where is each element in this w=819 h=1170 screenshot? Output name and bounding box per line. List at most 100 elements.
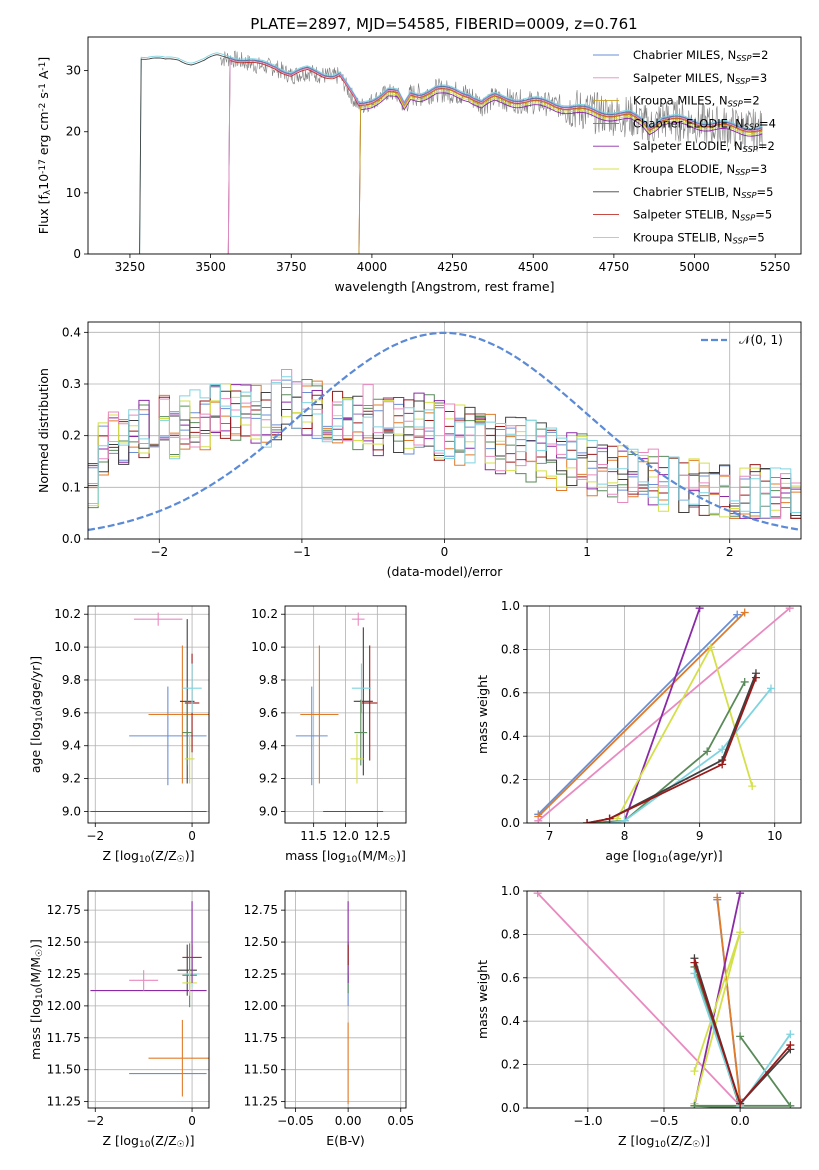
model-spectrum — [88, 90, 763, 254]
x-tick-label: 3500 — [195, 260, 226, 274]
axes-frame — [284, 890, 407, 1109]
data-point — [703, 747, 712, 756]
data-point — [740, 608, 749, 617]
panel-massweight-vs-Z: −1.0 −0.5 0.0 0.0 0.2 0.4 0.6 0.8 1.0 Z [log10(Z/… — [475, 884, 802, 1150]
plot-area — [90, 612, 209, 813]
data-point — [718, 760, 727, 769]
data-point — [713, 893, 722, 902]
legend-label: Salpeter ELODIE, NSSP=2 — [633, 139, 775, 154]
y-tick-label: 9.6 — [62, 706, 81, 720]
x-tick-label: 10 — [767, 829, 782, 843]
data-point — [736, 1032, 745, 1041]
y-tick-label: 0.0 — [501, 1101, 520, 1115]
y-tick-label: 12.00 — [47, 999, 81, 1013]
legend-label: Salpeter STELIB, NSSP=5 — [633, 208, 772, 223]
y-tick-label: 0.2 — [501, 773, 520, 787]
data-point — [690, 1067, 699, 1076]
x-tick-label: 12.0 — [332, 829, 359, 843]
plot-area — [534, 606, 794, 823]
y-tick-label: 10 — [66, 186, 81, 200]
figure-title: PLATE=2897, MJD=54585, FIBERID=0009, z=0… — [250, 15, 637, 33]
x-axis-label: age [log10(age/yr)] — [605, 848, 722, 865]
y-tick-label: 12.75 — [47, 903, 81, 917]
y-tick-label: 9.2 — [62, 772, 81, 786]
data-point — [733, 610, 742, 619]
x-tick-label: 1 — [583, 545, 591, 559]
legend-label: Salpeter MILES, NSSP=3 — [633, 71, 767, 86]
y-tick-label: 9.0 — [62, 804, 81, 818]
model-spectrum — [88, 54, 763, 254]
y-tick-label: 11.25 — [244, 1095, 278, 1109]
data-point — [706, 643, 715, 652]
y-tick-label: 9.6 — [259, 706, 278, 720]
y-tick-label: 10.2 — [251, 607, 278, 621]
data-point — [736, 928, 745, 937]
y-axis-label: mass weight — [475, 675, 490, 754]
x-tick-label: 9 — [696, 829, 704, 843]
panel-mass-vs-Z: −2 0 11.25 11.50 11.75 12.00 12.25 12.50 12.75 Z … — [28, 890, 210, 1150]
plot-area — [295, 612, 384, 813]
x-axis-label: Z [log10(Z/Z☉)] — [618, 1133, 710, 1150]
data-point — [740, 677, 749, 686]
y-tick-label: 9.8 — [259, 673, 278, 687]
x-axis-label: Z [log10(Z/Z☉)] — [103, 848, 195, 865]
panel-age-vs-mass: 11.5 12.0 12.5 9.0 9.2 9.4 9.6 9.8 10.0 10.2 mass … — [251, 605, 407, 865]
data-point — [695, 606, 704, 613]
panel-spectrum: 3250 3500 3750 4000 4250 4500 4750 5000 5250 0 10 2… — [36, 36, 802, 294]
y-axis-label: Flux [fλ10-17 erg cm-2 s-1 A-1] — [36, 57, 53, 235]
model-spectrum — [88, 92, 763, 254]
axes-frame — [87, 321, 802, 540]
data-point — [786, 1041, 795, 1050]
x-tick-label: −2 — [150, 545, 168, 559]
residual-histogram — [88, 376, 801, 519]
y-axis-label: age [log10(age/yr)] — [28, 656, 45, 773]
legend-label: Chabrier MILES, NSSP=2 — [633, 48, 768, 63]
x-tick-label: 7 — [546, 829, 554, 843]
x-tick-label: −1 — [293, 545, 311, 559]
mass-weight-line — [623, 607, 701, 822]
x-tick-label: 0.0 — [731, 1114, 750, 1128]
y-tick-label: 20 — [66, 125, 81, 139]
mass-weight-line — [693, 958, 791, 1106]
x-axis-label: wavelength [Angstrom, rest frame] — [334, 279, 554, 294]
y-tick-label: 0.8 — [501, 642, 520, 656]
data-point — [533, 891, 542, 898]
panel-massweight-vs-age: 7 8 9 10 0.0 0.2 0.4 0.6 0.8 1.0 age [log10(age/yr… — [475, 599, 802, 865]
y-tick-label: 12.00 — [244, 999, 278, 1013]
legend-label: Kroupa STELIB, NSSP=5 — [633, 230, 765, 245]
x-axis-label: E(B-V) — [326, 1133, 365, 1148]
x-tick-label: 0 — [188, 1114, 196, 1128]
mass-weight-line — [586, 677, 757, 823]
model-spectrum — [88, 58, 763, 254]
y-tick-label: 0.4 — [62, 325, 81, 339]
y-tick-label: 0.4 — [501, 729, 520, 743]
data-point — [766, 684, 775, 693]
mass-weight-line — [587, 681, 746, 823]
x-tick-label: 4750 — [599, 260, 630, 274]
data-point — [785, 606, 794, 613]
mass-weight-line — [716, 897, 741, 1102]
y-tick-label: 0.6 — [501, 686, 520, 700]
data-point — [583, 819, 592, 823]
x-tick-label: −1.0 — [573, 1114, 602, 1128]
legend-label: Kroupa ELODIE, NSSP=3 — [633, 162, 767, 177]
y-tick-label: 9.2 — [259, 772, 278, 786]
plot-area — [533, 891, 795, 1108]
model-spectrum — [88, 88, 763, 254]
x-tick-label: 3250 — [115, 260, 146, 274]
data-point — [736, 1099, 745, 1108]
y-axis-label: Normed distribution — [36, 368, 51, 493]
y-tick-label: 12.25 — [244, 967, 278, 981]
axes-frame — [526, 605, 802, 824]
data-point — [605, 814, 614, 823]
mass-weight-line — [586, 672, 757, 823]
axes-frame — [526, 890, 802, 1109]
y-axis-label: mass [log10(M/M☉)] — [28, 939, 45, 1060]
data-point — [736, 891, 745, 898]
panel-age-vs-Z: −2 0 9.0 9.2 9.4 9.6 9.8 10.0 10.2 Z [log10(Z/Z☉)… — [28, 605, 210, 865]
x-tick-label: 0 — [188, 829, 196, 843]
y-tick-label: 12.50 — [47, 935, 81, 949]
data-point — [786, 1030, 795, 1039]
y-tick-label: 0 — [73, 247, 81, 261]
